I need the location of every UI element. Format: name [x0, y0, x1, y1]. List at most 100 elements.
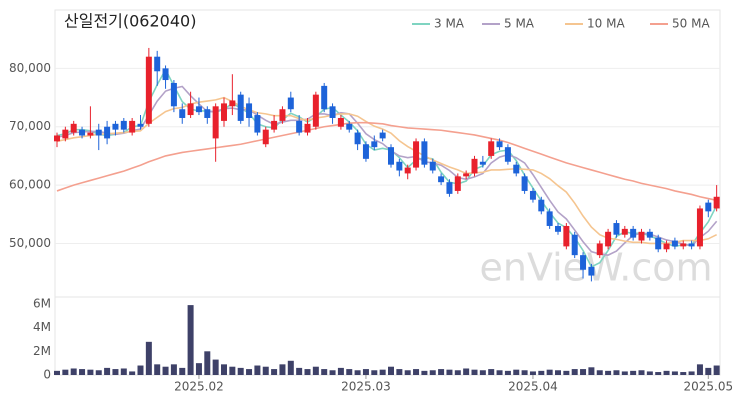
volume-bar: [362, 369, 369, 375]
candle-body: [446, 182, 453, 194]
volume-bar: [329, 370, 336, 375]
candle-body: [621, 228, 628, 235]
candle-body: [521, 176, 528, 191]
candle-body: [112, 123, 119, 130]
candle-body: [246, 103, 253, 118]
legend-label: 5 MA: [504, 17, 535, 31]
candle-body: [129, 120, 136, 133]
candle-body: [646, 231, 653, 238]
volume-bar: [321, 369, 328, 375]
volume-bar: [563, 370, 570, 375]
volume-bar: [580, 369, 587, 375]
candle-body: [663, 243, 670, 250]
volume-bar: [246, 369, 253, 375]
volume-bar: [413, 369, 420, 375]
volume-bar: [70, 368, 77, 375]
candle-body: [120, 120, 127, 130]
ma-line: [56, 85, 718, 256]
candle-body: [488, 141, 495, 156]
y-tick-label: 50,000: [9, 236, 51, 250]
volume-bar: [596, 370, 603, 375]
y-tick-label: 70,000: [9, 119, 51, 133]
volume-bar: [655, 372, 662, 375]
volume-bar: [688, 371, 695, 375]
volume-bar: [396, 369, 403, 375]
volume-bar: [371, 370, 378, 375]
volume-bar: [262, 366, 269, 375]
ma-line: [56, 96, 718, 245]
volume-bar: [337, 367, 344, 375]
volume-bar: [571, 369, 578, 375]
volume-bar: [446, 369, 453, 375]
candle-body: [588, 266, 595, 276]
volume-bar: [429, 370, 436, 375]
candle-body: [329, 106, 336, 118]
candle-body: [571, 234, 578, 256]
volume-bar: [496, 370, 503, 375]
y-tick-label: 60,000: [9, 178, 51, 192]
volume-bar: [287, 360, 294, 375]
volume-bar: [529, 371, 536, 375]
candle-body: [463, 173, 470, 177]
volume-bar: [237, 367, 244, 375]
candle-body: [596, 243, 603, 256]
candle-body: [496, 141, 503, 148]
volume-bar: [129, 371, 136, 375]
candle-body: [287, 97, 294, 110]
candle-body: [713, 196, 720, 209]
candle-body: [204, 109, 211, 118]
candle-body: [271, 120, 278, 130]
legend-label: 10 MA: [587, 17, 625, 31]
volume-bar: [271, 369, 278, 375]
volume-bar: [513, 369, 520, 375]
candle-body: [195, 106, 202, 113]
volume-bar: [388, 366, 394, 375]
volume-bar: [546, 369, 553, 375]
candle-body: [655, 237, 662, 250]
volume-bar: [154, 364, 161, 375]
legend-label: 50 MA: [672, 17, 710, 31]
candle-body: [404, 167, 411, 174]
volume-bar: [212, 359, 219, 375]
chart-title: 산일전기(062040): [64, 12, 196, 31]
volume-bar: [229, 366, 236, 375]
volume-bar: [521, 370, 528, 375]
candle-body: [254, 115, 261, 133]
candle-body: [555, 225, 561, 232]
volume-bar: [179, 367, 186, 375]
candle-body: [296, 120, 303, 133]
volume-bar: [646, 371, 653, 375]
candle-body: [563, 225, 570, 247]
candle-body: [170, 82, 177, 107]
volume-bar: [95, 370, 102, 375]
volume-bar: [663, 370, 670, 375]
volume-bar: [605, 370, 612, 375]
candle-body: [429, 161, 436, 171]
volume-bar: [504, 370, 511, 375]
volume-bar: [479, 370, 486, 375]
candle-body: [179, 109, 186, 118]
volume-bar: [254, 365, 261, 375]
candle-body: [279, 109, 286, 121]
candle-body: [371, 141, 378, 148]
candle-body: [162, 68, 169, 81]
candle-body: [354, 132, 361, 145]
candle-body: [237, 94, 244, 121]
candle-body: [538, 199, 545, 212]
candle-body: [529, 190, 536, 200]
candle-body: [688, 243, 695, 247]
volume-bar: [346, 369, 353, 375]
volume-bar: [638, 370, 645, 375]
x-tick-label: 2025.03: [341, 380, 391, 394]
volume-bar: [621, 371, 628, 375]
x-tick-label: 2025.05: [683, 380, 733, 394]
candle-body: [613, 223, 620, 235]
candle-body: [362, 144, 369, 159]
y-tick-label: 2M: [33, 344, 51, 358]
x-tick-label: 2025.04: [508, 380, 558, 394]
candle-body: [421, 141, 428, 165]
candle-body: [87, 132, 94, 136]
candle-body: [438, 176, 445, 183]
y-tick-label: 0: [43, 368, 51, 382]
candle-body: [479, 161, 486, 165]
